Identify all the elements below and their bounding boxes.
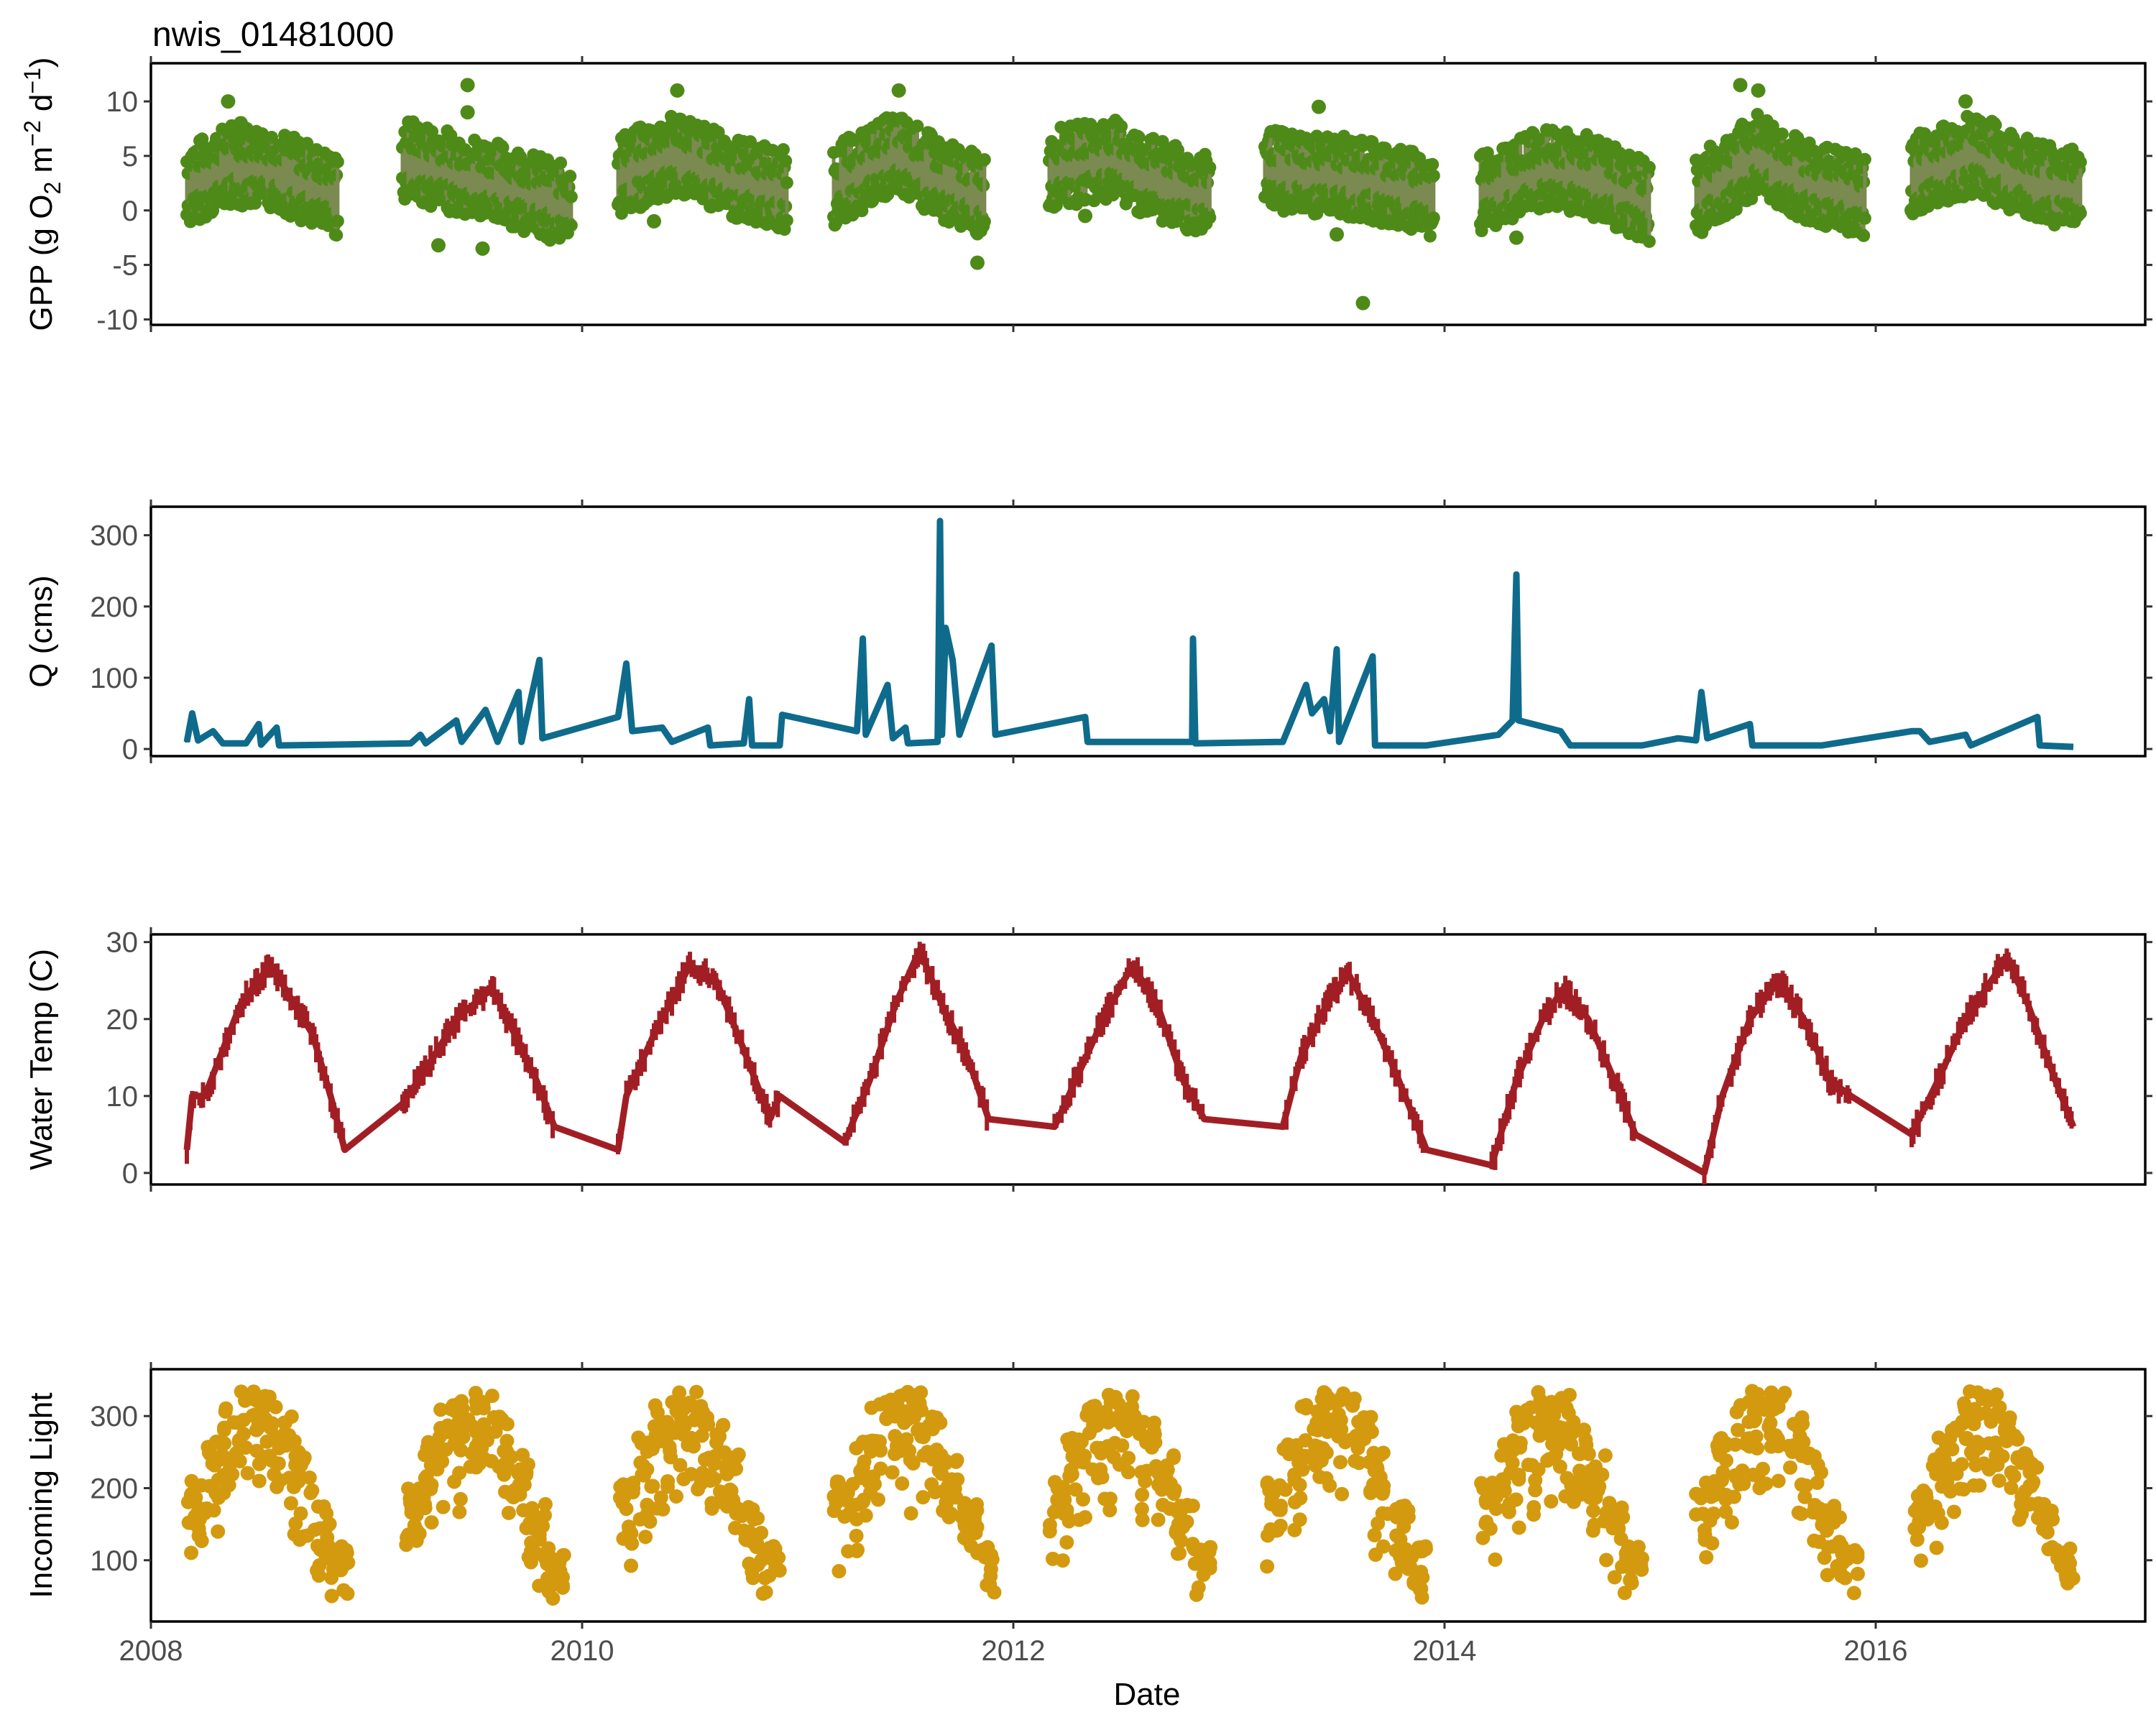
gpp-point (1423, 229, 1437, 243)
gpp-point (1642, 234, 1656, 248)
temp-panel: 30 20 10 0 Water Temp (C) (24, 927, 2152, 1192)
temp-panel-border (149, 933, 2147, 1186)
gpp-point (1858, 152, 1871, 166)
gpp-point (563, 170, 577, 183)
q-ytick-label: 100 (90, 663, 138, 694)
q-panel-border (149, 505, 2147, 758)
gpp-outlier-point (539, 228, 553, 243)
gpp-outlier-point (1958, 94, 1973, 109)
gpp-panel: 10 5 0 -5 -10 GPP (g O2 m−2 d−1) (19, 56, 2152, 336)
gpp-point (1775, 127, 1789, 141)
gpp-point (911, 119, 924, 133)
gpp-point (265, 131, 279, 144)
gpp-outlier-point (970, 255, 985, 270)
q-y-axis-title: Q (cms) (24, 575, 59, 687)
gpp-point (780, 176, 793, 190)
gpp-point (614, 206, 628, 220)
temp-ytick-label: 20 (106, 1004, 139, 1036)
temp-ytick-label: 30 (106, 927, 139, 959)
gpp-outlier-point (1509, 230, 1524, 245)
gpp-point (496, 141, 510, 155)
gpp-outlier-point (891, 83, 906, 98)
q-marks (183, 518, 2074, 750)
temp-marks (183, 942, 2077, 1184)
gpp-outlier-point (670, 83, 685, 98)
gpp-outlier-point (1751, 83, 1766, 98)
gpp-point (1049, 198, 1063, 212)
gpp-point (564, 190, 578, 203)
temp-ytick-label: 0 (122, 1158, 138, 1190)
gpp-ytick-label: 10 (106, 86, 139, 118)
gpp-point (331, 155, 344, 169)
q-ytick-label: 0 (122, 734, 138, 765)
gpp-outlier-point (1078, 208, 1092, 224)
temp-y-axis-title: Water Temp (C) (24, 949, 59, 1170)
q-panel: 300 200 100 0 Q (cms) (24, 500, 2152, 765)
gpp-outlier-point (1904, 203, 1919, 218)
gpp-point (331, 214, 344, 228)
gpp-point (1989, 119, 2002, 132)
figure-title: nwis_01481000 (152, 16, 394, 54)
q-series-line (183, 518, 2074, 750)
q-ytick-label: 200 (90, 592, 138, 623)
gpp-point (1857, 229, 1871, 242)
gpp-point (776, 143, 790, 157)
gpp-outlier-point (431, 238, 446, 253)
gpp-outlier-point (234, 116, 248, 131)
gpp-ytick-label: 5 (122, 141, 138, 172)
gpp-point (1132, 130, 1146, 144)
gpp-outlier-point (475, 241, 490, 256)
gpp-ytick-label: -5 (112, 250, 138, 282)
gpp-point (779, 154, 793, 167)
gpp-outlier-point (1330, 227, 1344, 242)
gpp-y-axis-title: GPP (g O2 m−2 d−1) (19, 58, 65, 331)
gpp-outlier-point (1312, 99, 1326, 114)
gpp-panel-border (149, 62, 2147, 326)
gpp-point (564, 218, 578, 232)
gpp-point (2073, 206, 2087, 220)
gpp-point (1427, 169, 1440, 183)
gpp-ytick-label: 0 (122, 196, 138, 227)
gpp-point (1426, 157, 1439, 171)
gpp-point (2073, 155, 2087, 169)
gpp-point (1203, 160, 1217, 174)
gpp-point (1115, 119, 1128, 133)
gpp-point (330, 229, 344, 242)
gpp-point (1203, 211, 1217, 224)
gpp-outlier-point (1733, 78, 1748, 93)
gpp-outlier-point (647, 213, 661, 229)
temp-ytick-label: 10 (106, 1081, 139, 1113)
gpp-outlier-point (1355, 295, 1370, 310)
gpp-point (1642, 160, 1656, 174)
gpp-ytick-label: -10 (96, 304, 138, 336)
gpp-point (1858, 211, 1871, 225)
q-ytick-label: 300 (90, 520, 138, 552)
gpp-outlier-point (460, 78, 475, 93)
gpp-point (1427, 211, 1440, 225)
gpp-outlier-point (460, 105, 475, 120)
gpp-point (977, 215, 991, 229)
gpp-outlier-point (221, 94, 236, 109)
gpp-point (1526, 126, 1540, 140)
gpp-marks (180, 78, 2087, 310)
temp-series-line (183, 946, 2077, 1177)
gpp-point (1480, 146, 1494, 160)
gpp-point (780, 213, 793, 227)
gpp-point (977, 153, 991, 167)
gpp-point (1475, 224, 1488, 238)
gpp-point (554, 156, 568, 170)
